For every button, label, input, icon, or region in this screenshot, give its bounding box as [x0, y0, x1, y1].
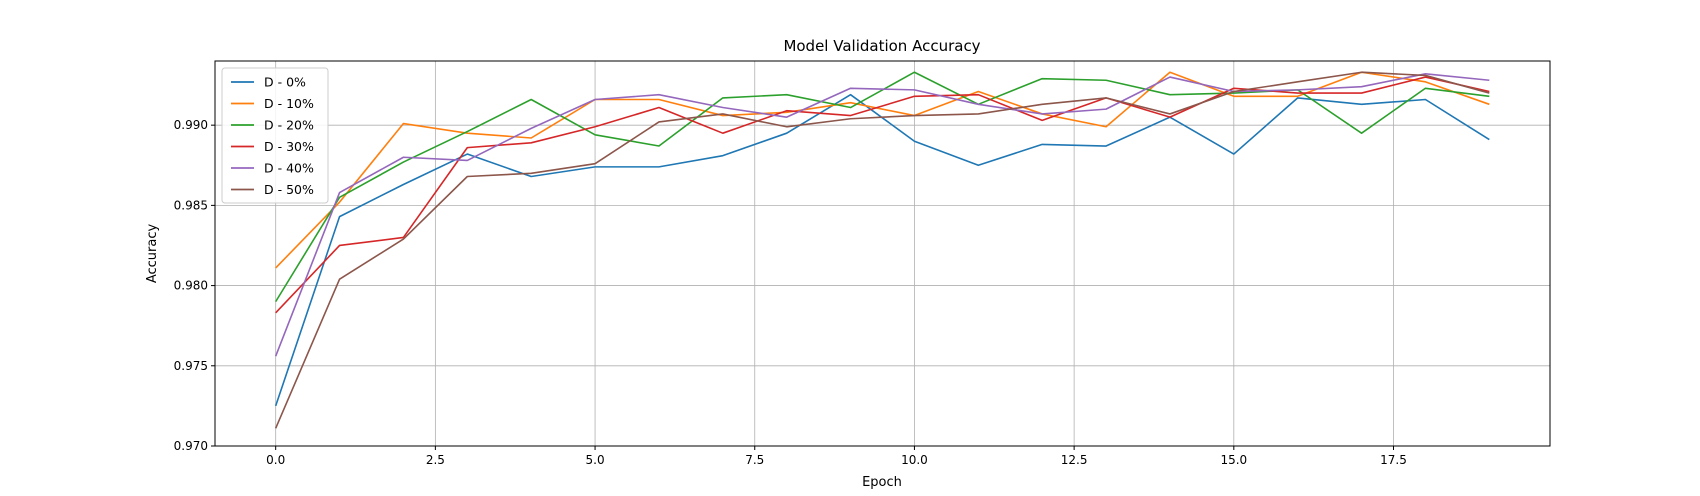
chart-title: Model Validation Accuracy [783, 37, 980, 55]
y-tick-label: 0.975 [174, 359, 208, 373]
x-tick-label: 15.0 [1220, 453, 1247, 467]
x-tick-label: 0.0 [266, 453, 285, 467]
x-tick-label: 12.5 [1061, 453, 1088, 467]
x-tick-label: 10.0 [901, 453, 928, 467]
legend-label: D - 50% [264, 182, 314, 197]
plot-frame [214, 60, 1551, 447]
legend-label: D - 40% [264, 161, 314, 176]
y-tick-label: 0.985 [174, 198, 208, 212]
y-tick-label: 0.980 [174, 279, 208, 293]
y-axis-title: Accuracy [145, 224, 160, 284]
series-line-d-30 [275, 76, 1490, 314]
series-line-d-0 [274, 93, 1490, 407]
y-axis-ticks: 0.970 0.975 0.980 0.985 0.990 [174, 118, 215, 453]
x-tick-label: 7.5 [745, 453, 764, 467]
legend-box [221, 67, 329, 204]
x-tick-label: 2.5 [426, 453, 445, 467]
x-axis-title: Epoch [862, 475, 902, 490]
legend-label: D - 30% [264, 139, 314, 154]
x-axis-ticks: 0.0 2.5 5.0 7.5 10.0 12.5 15.0 17.5 [266, 446, 1407, 467]
series-lines [274, 71, 1490, 429]
series-line-d-50 [274, 71, 1490, 429]
x-tick-label: 17.5 [1380, 453, 1407, 467]
legend-label: D - 10% [264, 96, 314, 111]
y-tick-label: 0.990 [174, 118, 208, 132]
x-tick-label: 5.0 [586, 453, 605, 467]
legend-label: D - 0% [264, 75, 306, 90]
series-line-d-40 [274, 73, 1490, 357]
legend-label: D - 20% [264, 118, 314, 133]
legend: D - 0% D - 10% D - 20% D - 30% D - 40% D - 50… [221, 67, 329, 204]
y-tick-label: 0.970 [174, 439, 208, 453]
series-line-d-10 [275, 71, 1490, 269]
